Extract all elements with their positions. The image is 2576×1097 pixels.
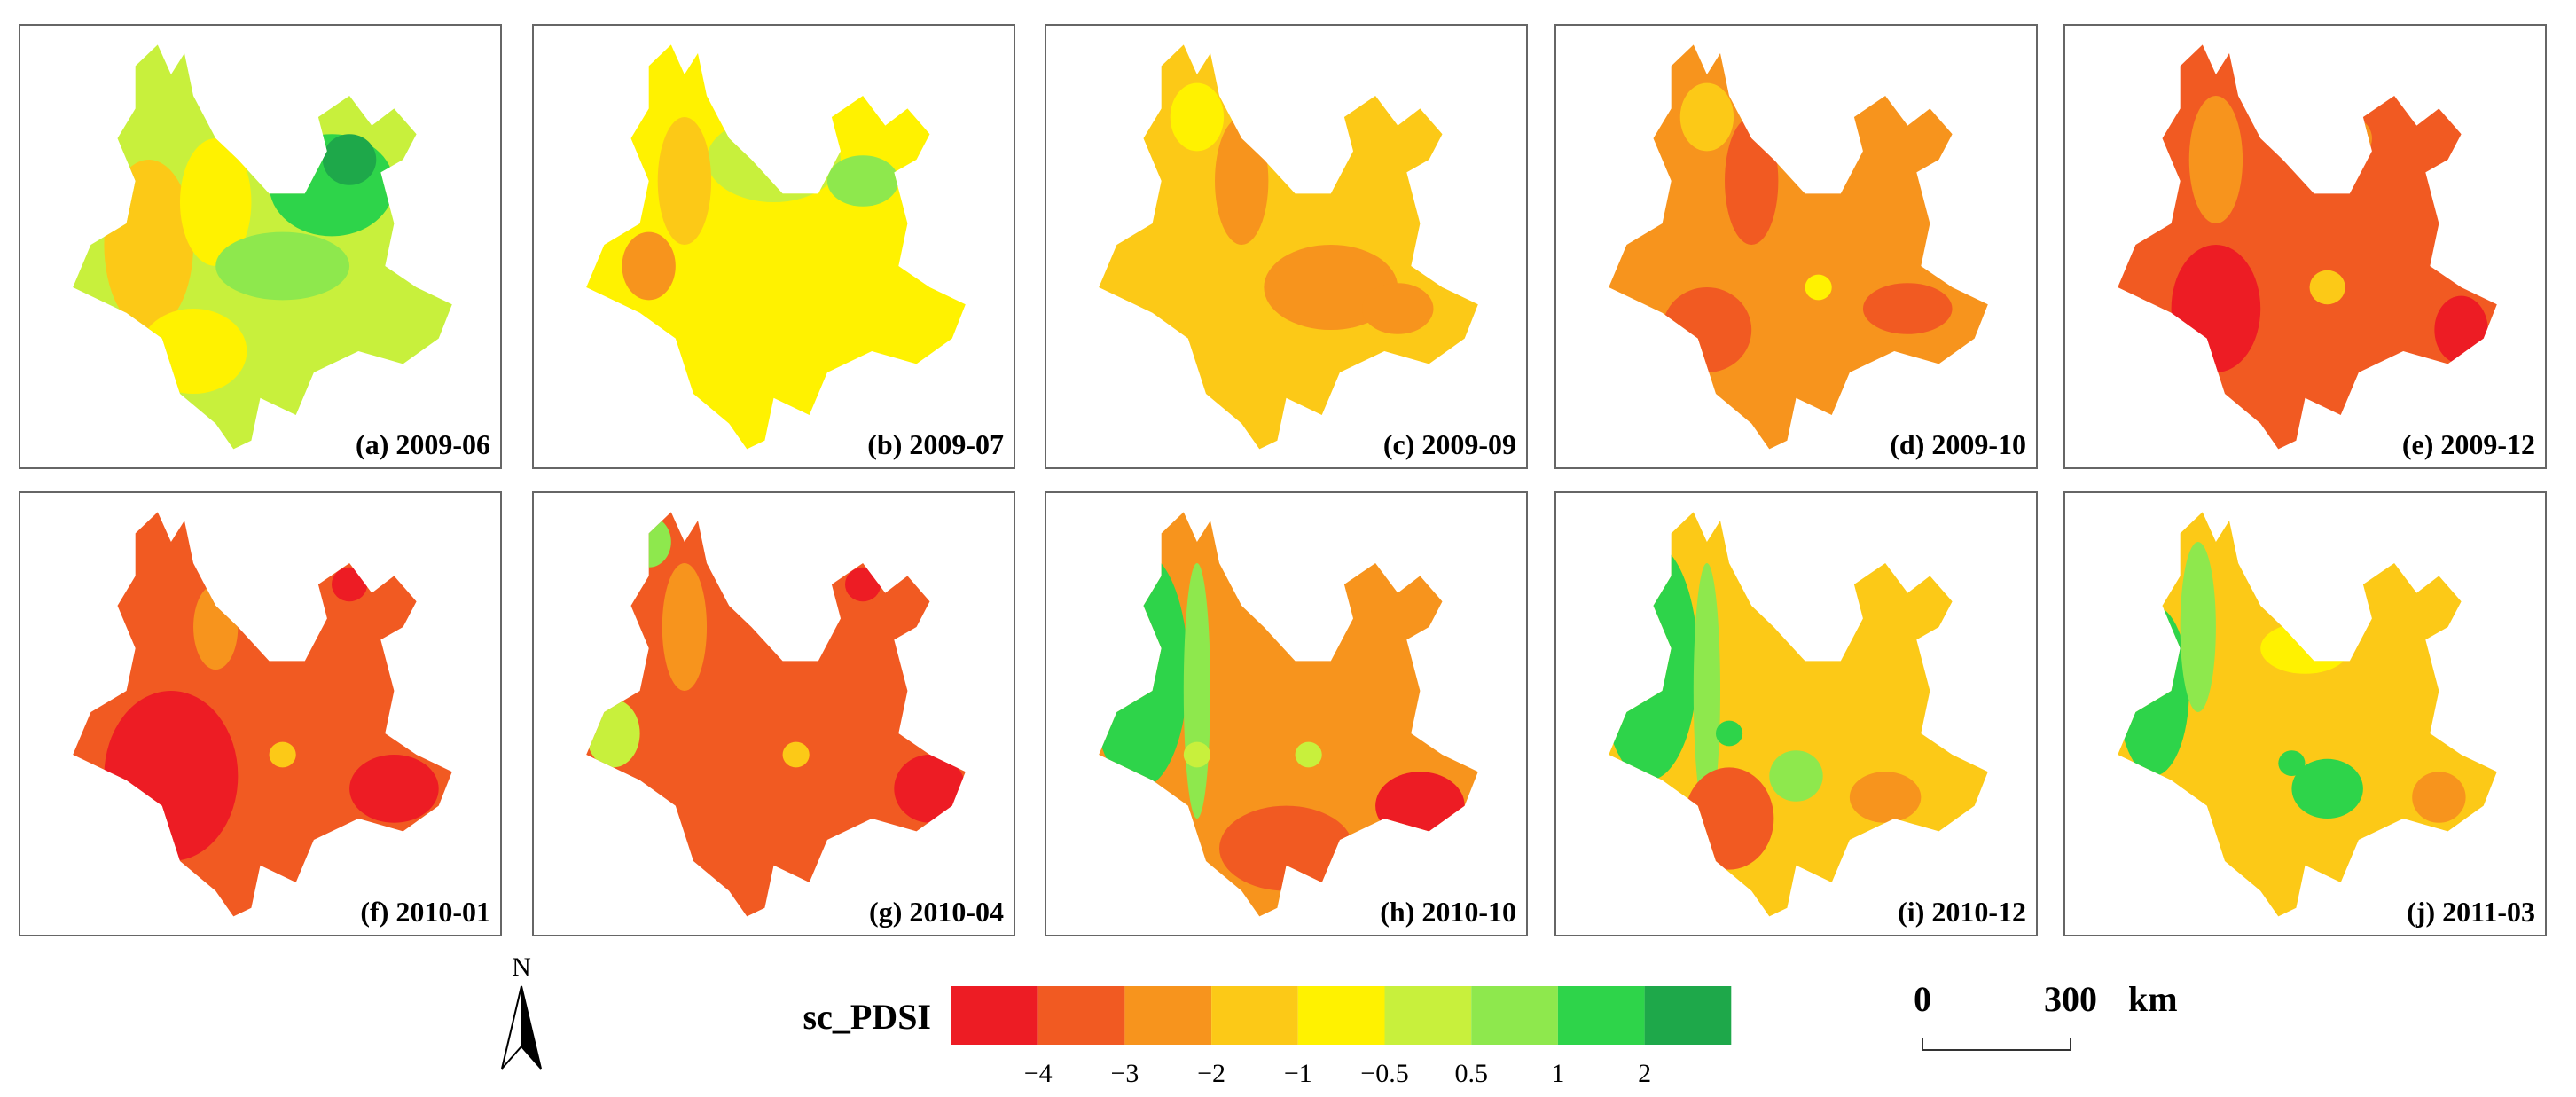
map-region <box>215 231 350 301</box>
scale-bar: 0 300 km <box>1914 979 2178 1051</box>
north-arrow: N <box>501 952 542 1070</box>
map-region <box>179 138 252 266</box>
legend-tick: −1 <box>1284 1059 1312 1088</box>
map-region <box>2291 758 2363 819</box>
legend-swatch <box>1124 986 1212 1045</box>
panel-label: (g) 2010-04 <box>869 896 1004 928</box>
map-region <box>662 563 708 691</box>
map-region <box>894 755 966 823</box>
map-region <box>1679 82 1734 152</box>
map-region <box>269 741 296 768</box>
map-panel: (b) 2009-07 <box>532 24 1015 469</box>
legend-swatch <box>1644 986 1732 1045</box>
legend-tick: −2 <box>1197 1059 1225 1088</box>
map-region <box>657 117 712 245</box>
legend-title: sc_PDSI <box>803 997 931 1037</box>
panel-label: (c) 2009-09 <box>1383 428 1516 460</box>
panel-label: (b) 2009-07 <box>867 428 1004 460</box>
map-region <box>826 155 899 207</box>
legend-swatch <box>1297 986 1385 1045</box>
map-region <box>331 567 368 602</box>
scale-end: 300 <box>2044 979 2097 1019</box>
map-panel: (g) 2010-04 <box>532 491 1015 936</box>
map-region <box>2309 270 2345 305</box>
legend-swatch <box>1211 986 1298 1045</box>
scale-start: 0 <box>1914 979 1931 1019</box>
map-region <box>1183 563 1210 819</box>
north-arrow-right <box>521 985 542 1070</box>
panel-label: (e) 2009-12 <box>2402 428 2535 460</box>
map-region <box>322 134 377 185</box>
panel-label: (i) 2010-12 <box>1898 896 2026 928</box>
map-region <box>1805 274 1832 301</box>
panel-label: (d) 2009-10 <box>1890 428 2026 460</box>
legend-swatch <box>1037 986 1125 1045</box>
legend-tick: −4 <box>1024 1059 1053 1088</box>
map-region <box>2188 96 2243 223</box>
map-region <box>1693 563 1720 819</box>
map-panel: (e) 2009-12 <box>2063 24 2547 469</box>
legend-swatch <box>1557 986 1645 1045</box>
scale-line <box>1922 1038 2071 1051</box>
map-region <box>1849 772 1922 823</box>
map-panel: (f) 2010-01 <box>19 491 502 936</box>
scale-unit: km <box>2128 979 2178 1019</box>
map-region <box>622 231 676 301</box>
map-region <box>2278 750 2306 776</box>
map-region <box>1769 750 1823 802</box>
map-region <box>2180 542 2216 712</box>
map-region <box>1862 283 1953 334</box>
map-region <box>1362 283 1434 334</box>
map-region <box>1170 82 1225 152</box>
map-panel: (j) 2011-03 <box>2063 491 2547 936</box>
legend-tick: −3 <box>1110 1059 1139 1088</box>
map-region <box>2412 772 2466 823</box>
legend-tick: 2 <box>1638 1059 1651 1088</box>
legend-tick: 1 <box>1551 1059 1564 1088</box>
map-panel: (d) 2009-10 <box>1554 24 2038 469</box>
map-region <box>1715 720 1743 747</box>
panel-label: (j) 2011-03 <box>2407 896 2535 928</box>
panel-label: (a) 2009-06 <box>356 428 490 460</box>
map-region <box>1219 805 1353 891</box>
legend-tick: −0.5 <box>1360 1059 1408 1088</box>
map-region <box>1295 741 1322 768</box>
legend-swatch <box>951 986 1038 1045</box>
panel-label: (h) 2010-10 <box>1380 896 1516 928</box>
map-region <box>782 741 810 768</box>
legend-tick: 0.5 <box>1454 1059 1488 1088</box>
map-panel: (h) 2010-10 <box>1045 491 1528 936</box>
map-panel: (a) 2009-06 <box>19 24 502 469</box>
map-region <box>349 755 439 823</box>
north-label: N <box>512 952 531 982</box>
map-panel: (c) 2009-09 <box>1045 24 1528 469</box>
legend-swatch <box>1471 986 1558 1045</box>
legend-swatch <box>1384 986 1472 1045</box>
north-arrow-left <box>501 985 522 1070</box>
map-region <box>1183 741 1210 768</box>
panel-label: (f) 2010-01 <box>360 896 490 928</box>
map-region <box>844 567 881 602</box>
map-panel: (i) 2010-12 <box>1554 491 2038 936</box>
